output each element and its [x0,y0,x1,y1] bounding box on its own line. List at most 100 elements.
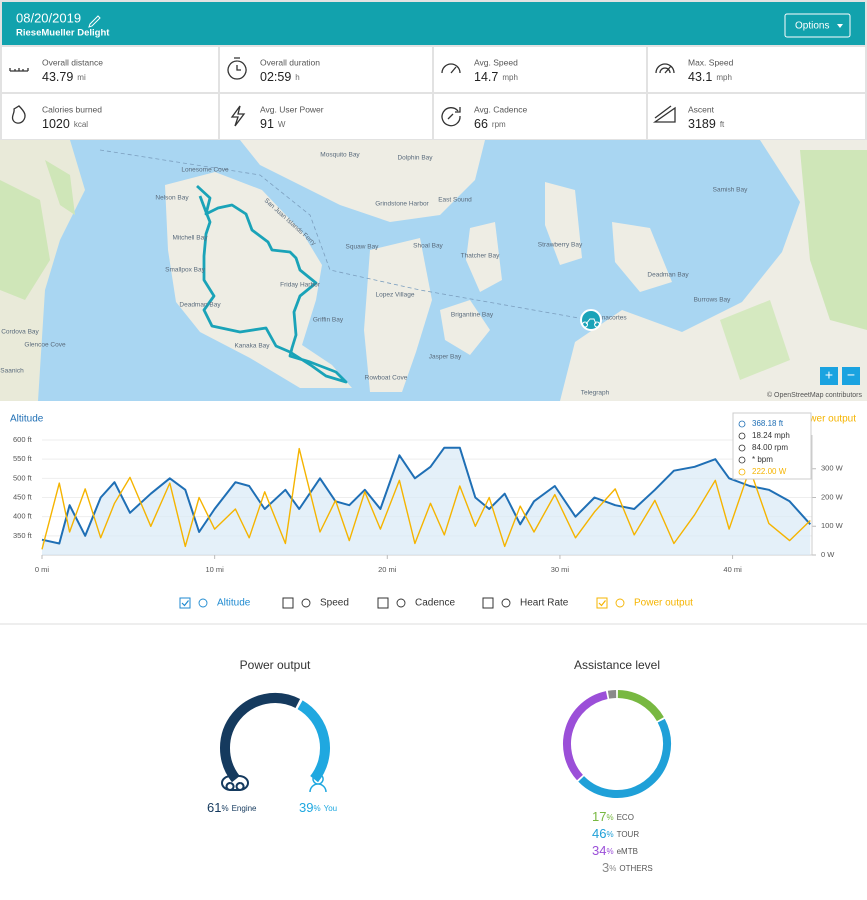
share-label: 39% You [299,800,337,815]
edit-icon[interactable] [88,15,101,28]
assist-unit: % [609,864,616,873]
zoom-in-button[interactable] [820,367,838,385]
legend-checkbox[interactable] [377,597,389,609]
land [545,182,582,265]
tooltip-value: 84.00 rpm [752,443,788,452]
map-label: Shoal Bay [413,243,443,250]
land [240,140,485,222]
y-tick-label: 400 ft [13,512,33,521]
stat-label: Calories burned [42,104,102,114]
y2-tick-label: 200 W [821,492,844,501]
legend-label[interactable]: Speed [320,598,349,609]
map[interactable]: + − © OpenStreetMap contributors Lonesom… [0,140,867,401]
bike-marker[interactable] [580,309,602,331]
assist-name: ECO [617,813,634,822]
stat-label: Avg. Cadence [474,104,528,114]
stat-label: Avg. Speed [474,57,518,67]
map-label: Kanaka Bay [234,343,270,350]
map-label: Rowboat Cove [365,375,408,382]
zoom-out-button[interactable] [842,367,860,385]
legend-label[interactable]: Cadence [415,598,455,609]
stat-card [2,47,218,92]
tooltip-value: 222.00 W [752,467,787,476]
stat-label: Ascent [688,104,715,114]
stat-value: 66 rpm [474,117,506,131]
stat-icon [227,57,247,80]
y2-tick-label: 300 W [821,464,844,473]
donut-segment [220,693,301,783]
stat-card [220,47,432,92]
stat-unit: ft [720,120,725,129]
options-label: Options [795,21,829,32]
stat-value: 3189 ft [688,117,725,131]
stat-unit: h [295,73,299,82]
tooltip-icon [738,432,746,440]
stat-unit: kcal [74,120,88,129]
stat-label: Overall duration [260,57,320,67]
x-tick-label: 10 mi [205,565,224,574]
map-label: East Sound [438,197,472,204]
stat-icon [441,107,461,127]
map-label: Friday Harbor [280,282,321,289]
stat-value: 43.79 mi [42,70,86,84]
legend-checkbox[interactable] [179,597,191,609]
y-tick-label: 450 ft [13,492,33,501]
stat-number: 66 [474,117,488,131]
assist-label: 46% TOUR [592,826,639,841]
ride-date: 08/20/2019 [16,10,81,25]
legend-label[interactable]: Power output [634,598,693,609]
donut-segment [617,690,664,722]
options-caret [837,24,843,28]
park [720,300,790,380]
assist-value: 46 [592,826,606,841]
legend-icon [615,598,625,608]
map-label: Jasper Bay [429,354,462,361]
map-label: Thatcher Bay [461,253,500,260]
donut-charts: Power output Assistance level 61% Engine 39%… [207,658,671,875]
stat-number: 02:59 [260,70,291,84]
tooltip [732,412,812,480]
tooltip-icon [738,444,746,452]
series-line [41,446,812,545]
tooltip-icon [738,420,746,428]
mainland [560,140,867,401]
tooltip-value: 18.24 mph [752,431,790,440]
map-label: Lonesome Cove [181,167,229,174]
park [0,180,50,300]
legend-icon [501,598,511,608]
legend-checkbox[interactable] [282,597,294,609]
legend-label[interactable]: Altitude [217,598,251,609]
legend-icon [396,598,406,608]
stat-number: 3189 [688,117,716,131]
y-tick-label: 350 ft [13,531,33,540]
x-tick-label: 40 mi [723,565,742,574]
legend-checkbox[interactable] [482,597,494,609]
series-line [41,447,811,550]
stat-value: 43.1 mph [688,70,732,84]
y-tick-label: 600 ft [13,435,33,444]
route [196,184,348,384]
stat-value: 91 W [260,117,286,131]
stat-card [2,94,218,139]
assist-name: TOUR [617,830,640,839]
y2-axis-title: Power output [797,414,856,425]
legend-checkbox[interactable] [596,597,608,609]
stats-grid: Overall distance 43.79 mi Overall duration 0… [2,47,865,139]
map-label: Brigantine Bay [451,312,494,319]
legend-icon [198,598,208,608]
altitude-area [42,447,811,555]
stat-number: 91 [260,117,274,131]
legend-icon [301,598,311,608]
options-button[interactable] [784,13,851,38]
island [45,160,75,215]
map-label: Samish Bay [713,187,748,194]
assist-unit: % [606,813,613,822]
stat-number: 14.7 [474,70,498,84]
stat-unit: mph [716,73,732,82]
stat-number: 43.79 [42,70,73,84]
assist-name: OTHERS [619,864,652,873]
legend-label[interactable]: Heart Rate [520,598,569,609]
zoom-in-label: + [825,367,833,383]
stat-icon [652,105,676,123]
